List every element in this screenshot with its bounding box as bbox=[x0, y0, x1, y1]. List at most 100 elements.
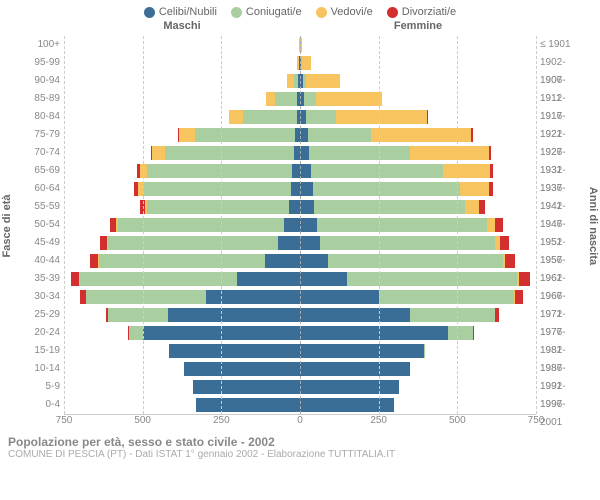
x-axis: 7505002500250500750 bbox=[64, 415, 536, 431]
legend-item: Celibi/Nubili bbox=[144, 6, 217, 18]
x-tick-label: 0 bbox=[288, 415, 312, 426]
bar-segment bbox=[317, 218, 487, 232]
bar-segment bbox=[302, 56, 311, 70]
male-bar bbox=[106, 308, 300, 322]
bar-segment bbox=[424, 344, 425, 358]
bar-segment bbox=[300, 344, 424, 358]
male-bar bbox=[137, 164, 300, 178]
bar-segment bbox=[427, 110, 428, 124]
bar-segment bbox=[313, 182, 461, 196]
header-male: Maschi bbox=[64, 20, 300, 36]
age-labels: 100+95-9990-9485-8980-8475-7970-7465-696… bbox=[14, 36, 64, 415]
female-bar bbox=[300, 236, 509, 250]
year-label: 1997-2001 bbox=[536, 396, 586, 414]
bar-segment bbox=[306, 74, 341, 88]
age-label: 15-19 bbox=[14, 342, 64, 360]
bar-segment bbox=[300, 164, 311, 178]
bar-segment bbox=[379, 290, 514, 304]
female-bar bbox=[300, 380, 399, 394]
male-bar bbox=[196, 398, 300, 412]
y-axis-left-label: Fasce di età bbox=[0, 36, 14, 415]
year-label: 1932-1936 bbox=[536, 162, 586, 180]
age-label: 70-74 bbox=[14, 144, 64, 162]
bar-segment bbox=[99, 254, 266, 268]
bar-segment bbox=[108, 236, 278, 250]
female-bar bbox=[300, 272, 530, 286]
year-label: 1972-1976 bbox=[536, 306, 586, 324]
bar-segment bbox=[311, 164, 443, 178]
bar-segment bbox=[300, 326, 448, 340]
year-labels: ≤ 19011902-19061907-19111912-19161917-19… bbox=[536, 36, 586, 415]
legend-swatch bbox=[144, 7, 155, 18]
bar-segment bbox=[278, 236, 300, 250]
bar-segment bbox=[495, 218, 503, 232]
male-bar bbox=[184, 362, 300, 376]
age-label: 35-39 bbox=[14, 270, 64, 288]
year-label: 1967-1971 bbox=[536, 288, 586, 306]
male-bar bbox=[169, 344, 300, 358]
male-bar bbox=[128, 326, 300, 340]
bar-segment bbox=[300, 254, 328, 268]
legend-label: Celibi/Nubili bbox=[159, 6, 217, 18]
bar-segment bbox=[328, 254, 503, 268]
bar-segment bbox=[489, 146, 491, 160]
bar-segment bbox=[289, 200, 300, 214]
footer-subtitle: COMUNE DI PESCIA (PT) - Dati ISTAT 1° ge… bbox=[8, 449, 592, 460]
year-label: 1922-1926 bbox=[536, 126, 586, 144]
bar-segment bbox=[206, 290, 300, 304]
female-bar bbox=[300, 326, 474, 340]
legend-swatch bbox=[231, 7, 242, 18]
male-bar bbox=[266, 92, 300, 106]
legend-item: Divorziati/e bbox=[387, 6, 456, 18]
female-bar bbox=[300, 182, 493, 196]
bar-segment bbox=[86, 290, 206, 304]
header-female: Femmine bbox=[300, 20, 536, 36]
male-bar bbox=[178, 128, 300, 142]
x-tick-label: 500 bbox=[445, 415, 469, 426]
year-label: 1992-1996 bbox=[536, 378, 586, 396]
bar-segment bbox=[316, 92, 382, 106]
age-label: 50-54 bbox=[14, 216, 64, 234]
bar-segment bbox=[300, 362, 410, 376]
male-bar bbox=[151, 146, 300, 160]
bar-segment bbox=[147, 164, 292, 178]
age-label: 0-4 bbox=[14, 396, 64, 414]
center-grid-line bbox=[300, 36, 301, 414]
age-label: 75-79 bbox=[14, 126, 64, 144]
bar-segment bbox=[519, 272, 530, 286]
bar-segment bbox=[300, 182, 313, 196]
bar-segment bbox=[487, 218, 495, 232]
bar-segment bbox=[80, 272, 237, 286]
bar-segment bbox=[300, 218, 317, 232]
bar-segment bbox=[275, 92, 297, 106]
bar-segment bbox=[237, 272, 300, 286]
year-label: 1952-1956 bbox=[536, 234, 586, 252]
x-tick-label: 250 bbox=[367, 415, 391, 426]
bar-segment bbox=[143, 182, 291, 196]
year-label: 1977-1981 bbox=[536, 324, 586, 342]
footer-title: Popolazione per età, sesso e stato civil… bbox=[8, 435, 592, 449]
bar-segment bbox=[300, 128, 308, 142]
chart-headers: Maschi Femmine bbox=[0, 20, 600, 36]
bar-segment bbox=[300, 146, 309, 160]
bar-segment bbox=[196, 398, 300, 412]
male-bar bbox=[80, 290, 300, 304]
legend-swatch bbox=[387, 7, 398, 18]
year-label: 1907-1911 bbox=[536, 72, 586, 90]
bar-segment bbox=[229, 110, 243, 124]
bar-segment bbox=[108, 308, 168, 322]
bar-segment bbox=[505, 254, 514, 268]
male-bar bbox=[140, 200, 300, 214]
bar-segment bbox=[515, 290, 523, 304]
bar-segment bbox=[489, 182, 493, 196]
year-label: 1927-1931 bbox=[536, 144, 586, 162]
bar-segment bbox=[304, 92, 317, 106]
age-label: 10-14 bbox=[14, 360, 64, 378]
bar-segment bbox=[347, 272, 517, 286]
male-bar bbox=[134, 182, 300, 196]
year-label: 1987-1991 bbox=[536, 360, 586, 378]
bar-segment bbox=[168, 308, 300, 322]
female-bar bbox=[300, 362, 410, 376]
bar-segment bbox=[309, 146, 410, 160]
female-bar bbox=[300, 164, 494, 178]
